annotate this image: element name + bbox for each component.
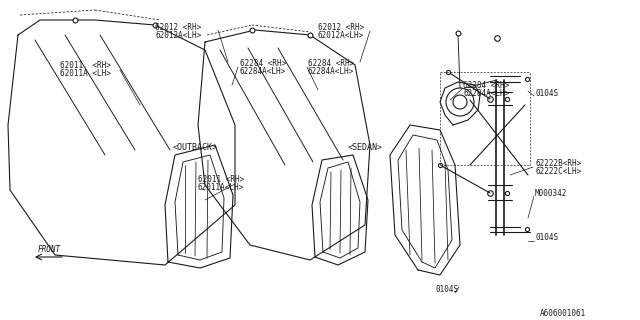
- Text: <SEDAN>: <SEDAN>: [348, 143, 383, 153]
- Text: 62011 <RH>: 62011 <RH>: [198, 175, 244, 185]
- Text: 0104S: 0104S: [535, 89, 558, 98]
- Text: <OUTBACK>: <OUTBACK>: [173, 143, 218, 153]
- Text: 62284A<LH>: 62284A<LH>: [308, 67, 355, 76]
- Text: 62012 <RH>: 62012 <RH>: [318, 22, 364, 31]
- Text: 62284 <RH>: 62284 <RH>: [308, 59, 355, 68]
- Text: 62011A <LH>: 62011A <LH>: [60, 68, 111, 77]
- Text: 62284 <RH>: 62284 <RH>: [463, 81, 509, 90]
- Text: 62284 <RH>: 62284 <RH>: [240, 59, 286, 68]
- Text: A606001061: A606001061: [540, 309, 586, 318]
- Text: FRONT: FRONT: [38, 245, 61, 254]
- Text: 62284A<LH>: 62284A<LH>: [240, 67, 286, 76]
- Text: 62222B<RH>: 62222B<RH>: [535, 158, 581, 167]
- Text: 62012A<LH>: 62012A<LH>: [155, 30, 201, 39]
- Text: 62012 <RH>: 62012 <RH>: [155, 22, 201, 31]
- Text: 0104S: 0104S: [535, 234, 558, 243]
- Text: 62222C<LH>: 62222C<LH>: [535, 166, 581, 175]
- Text: 62011  <RH>: 62011 <RH>: [60, 60, 111, 69]
- Text: M000342: M000342: [535, 188, 568, 197]
- Text: 62012A<LH>: 62012A<LH>: [318, 30, 364, 39]
- Text: 62011A<LH>: 62011A<LH>: [198, 183, 244, 193]
- Text: 0104S: 0104S: [435, 285, 458, 294]
- Text: 62284A<LH>: 62284A<LH>: [463, 89, 509, 98]
